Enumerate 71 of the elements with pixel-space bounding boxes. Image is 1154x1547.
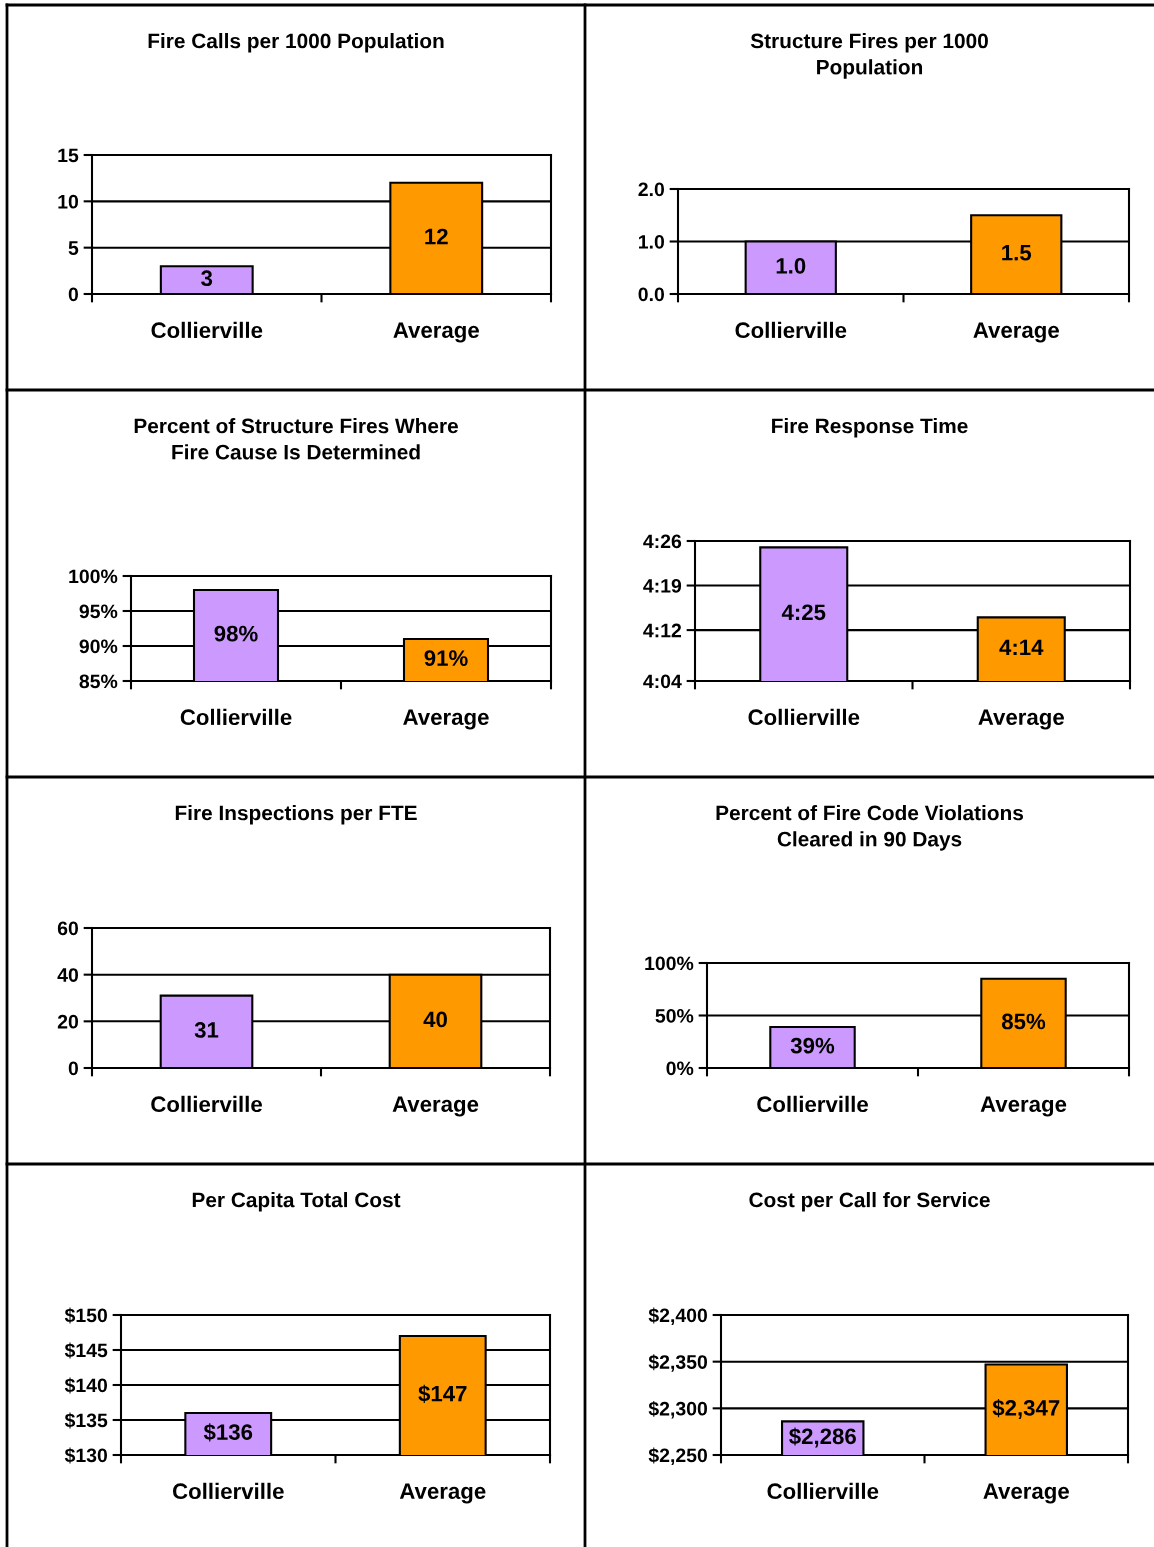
- chart-title: Percent of Fire Code Violations Cleared in 90 Days: [716, 805, 1024, 851]
- y-tick-label: $135: [64, 1412, 108, 1429]
- data-label: 40: [423, 1011, 447, 1028]
- y-tick-label: 4:12: [643, 623, 682, 638]
- data-label: 3: [201, 270, 213, 287]
- y-tick-label: 4:19: [643, 579, 682, 593]
- x-tick-label: Average: [978, 709, 1064, 730]
- y-tick-label: $145: [64, 1342, 108, 1359]
- data-label: $2,347: [992, 1398, 1060, 1419]
- data-label: 39%: [790, 1037, 835, 1054]
- y-tick-label: 2.0: [638, 182, 665, 197]
- x-tick-label: Average: [973, 322, 1059, 343]
- x-tick-label: Average: [399, 1483, 486, 1504]
- data-label: 1.5: [1002, 245, 1032, 261]
- y-tick-label: 50%: [655, 1008, 694, 1023]
- x-tick-label: Collierville: [735, 321, 847, 339]
- y-tick-label: 85%: [79, 674, 118, 689]
- data-label: 12: [425, 228, 448, 245]
- y-tick-label: $150: [64, 1307, 108, 1324]
- x-tick-label: Collierville: [748, 708, 860, 726]
- data-label: 4:14: [999, 639, 1044, 655]
- chart-title: Cost per Call for Service: [749, 1192, 990, 1212]
- data-label: $147: [418, 1384, 467, 1403]
- x-tick-label: Collierville: [767, 1482, 879, 1500]
- y-tick-label: 90%: [79, 639, 118, 654]
- y-tick-label: $130: [64, 1447, 108, 1464]
- x-tick-label: Average: [393, 322, 479, 343]
- data-label: $136: [203, 1423, 253, 1442]
- y-tick-label: $2,250: [648, 1447, 708, 1466]
- data-label: $2,286: [789, 1427, 856, 1448]
- y-tick-label: $2,300: [648, 1400, 708, 1419]
- x-tick-label: Collierville: [757, 1095, 868, 1113]
- y-tick-label: $2,400: [648, 1307, 708, 1326]
- y-tick-label: $140: [64, 1377, 108, 1394]
- data-label: 98%: [214, 625, 258, 642]
- data-label: 1.0: [776, 257, 806, 274]
- data-label: 4:25: [781, 604, 826, 621]
- y-tick-label: 0.0: [638, 287, 665, 302]
- y-tick-label: 4:26: [643, 534, 682, 549]
- x-tick-label: Collierville: [172, 1482, 284, 1500]
- y-tick-label: $2,350: [648, 1354, 708, 1372]
- y-tick-label: 95%: [79, 604, 118, 619]
- data-label: 85%: [1001, 1013, 1046, 1030]
- y-tick-label: 10: [58, 194, 79, 209]
- x-tick-label: Average: [980, 1096, 1067, 1117]
- y-tick-label: 1.0: [639, 234, 665, 249]
- x-tick-label: Collierville: [180, 708, 292, 726]
- x-tick-label: Average: [392, 1096, 479, 1117]
- y-tick-label: 15: [58, 148, 79, 163]
- x-tick-label: Collierville: [151, 1095, 262, 1113]
- chart-title: Structure Fires per 1000 Population: [750, 33, 988, 79]
- chart-title: Percent of Structure Fires Where Fire Cause Is Determined: [134, 418, 458, 460]
- data-label: 91%: [424, 650, 468, 666]
- data-label: 31: [194, 1022, 219, 1038]
- chart-title: Fire Calls per 1000 Population: [148, 33, 444, 53]
- x-tick-label: Average: [983, 1483, 1069, 1504]
- y-tick-label: 5: [68, 241, 79, 255]
- y-tick-label: 40: [57, 968, 79, 982]
- y-tick-label: 0: [68, 287, 79, 302]
- y-tick-label: 100%: [69, 569, 118, 584]
- y-tick-label: 0: [68, 1061, 79, 1076]
- y-tick-label: 20: [57, 1014, 79, 1029]
- x-tick-label: Collierville: [151, 321, 263, 339]
- y-tick-label: 4:04: [643, 674, 682, 689]
- chart-title: Fire Inspections per FTE: [175, 805, 417, 825]
- y-tick-label: 60: [57, 921, 79, 936]
- y-tick-label: 0%: [666, 1061, 694, 1076]
- x-tick-label: Average: [403, 709, 489, 730]
- chart-title: Fire Response Time: [772, 418, 968, 438]
- chart-title: Per Capita Total Cost: [192, 1192, 401, 1212]
- y-tick-label: 100%: [645, 956, 694, 971]
